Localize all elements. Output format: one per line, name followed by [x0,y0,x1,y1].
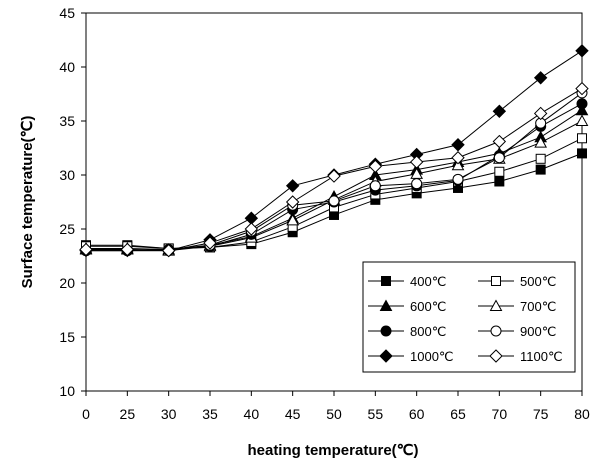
data-point [494,166,505,177]
x-tick-label: 0 [82,406,90,422]
x-tick-label: 60 [409,406,425,422]
data-point [492,104,507,118]
x-tick-label: 55 [368,406,384,422]
data-point [577,148,587,159]
x-tick-label: 25 [120,406,136,422]
y-tick-label: 45 [59,5,75,21]
data-point [327,169,341,183]
legend-marker [490,325,502,337]
data-point [203,236,217,250]
y-tick-label: 40 [59,59,75,75]
y-tick-label: 35 [59,113,75,129]
data-point [494,176,505,187]
data-point [575,81,589,96]
data-point [575,44,589,58]
series-1100 [79,81,589,258]
y-tick-label: 10 [59,383,75,399]
data-point [79,242,93,257]
legend-label: 500℃ [520,274,556,289]
legend-label: 900℃ [520,324,556,339]
data-point [451,138,465,152]
x-tick-label: 50 [326,406,342,422]
legend-marker [380,325,392,337]
data-point [409,155,424,169]
x-tick-label: 35 [202,406,218,422]
data-point [244,222,259,236]
data-point [577,133,587,144]
legend-label: 600℃ [410,299,446,314]
legend-marker [379,349,393,363]
legend-marker [489,349,503,363]
data-point [452,173,464,185]
legend-marker [379,299,393,311]
x-tick-label: 65 [450,406,466,422]
y-tick-label: 25 [59,221,75,237]
x-axis: 0 25 30 35 40 45 50 55 60 65 70 75 80 [82,391,590,422]
y-axis: 10 15 20 25 30 35 40 45 [59,5,86,399]
data-point [492,134,507,149]
y-tick-label: 15 [59,329,75,345]
x-tick-label: 70 [492,406,508,422]
legend-label: 1100℃ [520,349,563,364]
data-point [286,213,300,226]
legend-box [362,261,576,373]
data-point [451,158,465,171]
data-point [535,164,546,175]
data-point [411,178,423,190]
data-point [575,114,589,126]
x-tick-label: 75 [533,406,549,422]
data-point [535,153,546,164]
x-tick-label: 40 [244,406,260,422]
data-point [368,159,383,174]
legend-label: 700℃ [520,299,556,314]
data-point [533,106,548,121]
data-point [576,98,588,110]
x-tick-label: 30 [161,406,177,422]
legend-marker [381,276,391,286]
x-tick-label: 45 [285,406,301,422]
data-point [369,180,381,192]
legend-marker [489,299,503,311]
data-point [285,195,300,209]
y-axis-title: Surface temperature(℃) [19,116,36,289]
y-tick-label: 20 [59,275,75,291]
data-point [120,242,135,257]
data-point [285,179,300,193]
legend-label: 400℃ [410,274,446,289]
data-point [328,195,340,207]
series-layer [79,44,589,258]
legend: 400℃ 500℃ 600℃ 700℃ 800℃ 900℃ 1000℃ 1100℃ [362,261,576,373]
legend-label: 800℃ [410,324,446,339]
x-tick-label: 80 [574,406,590,422]
data-point [451,151,465,165]
data-point [161,243,176,258]
data-point [533,71,548,85]
legend-marker [491,276,501,286]
legend-label: 1000℃ [410,349,454,364]
y-tick-label: 30 [59,167,75,183]
data-point [534,136,548,148]
x-axis-title: heating temperature(℃) [247,442,418,459]
data-point [493,152,505,164]
